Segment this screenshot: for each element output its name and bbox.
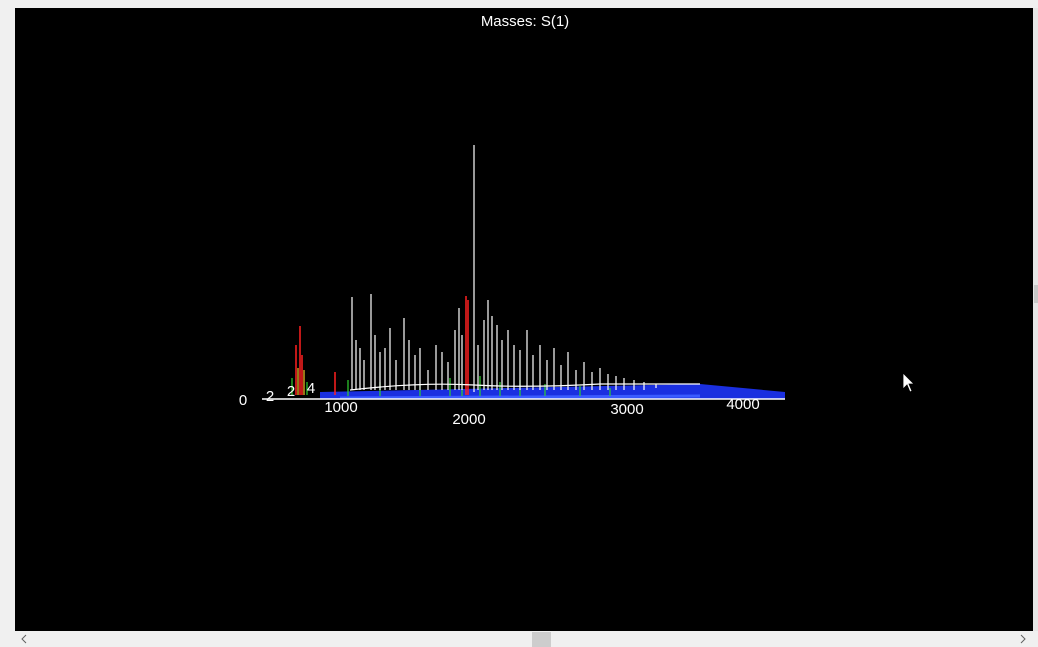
title: Masses: S(1) (481, 13, 569, 30)
axis-label: 2000 (452, 411, 485, 428)
scroll-left-arrow[interactable] (21, 634, 27, 644)
plot-canvas (15, 8, 1033, 631)
scroll-right-arrow[interactable] (1020, 634, 1026, 644)
axis-label: 1000 (324, 399, 357, 416)
axis-label: 3000 (610, 401, 643, 418)
axis-label: 2 (287, 383, 295, 400)
horizontal-scrollbar[interactable] (15, 631, 1033, 647)
vertical-scroll-thumb[interactable] (1034, 285, 1038, 303)
yellow-peaks (297, 368, 305, 395)
mouse-cursor (902, 372, 915, 393)
axis-label: 4000 (726, 396, 759, 413)
spectrum-floor-highlight (339, 394, 701, 400)
axis-label: 4 (307, 380, 315, 397)
axis-label: 0 (239, 392, 247, 409)
axis-label: 2 (266, 388, 274, 405)
vertical-scrollbar[interactable] (1033, 8, 1038, 631)
horizontal-scroll-thumb[interactable] (532, 632, 551, 647)
white-peaks (349, 145, 700, 392)
red-peaks (295, 296, 469, 395)
